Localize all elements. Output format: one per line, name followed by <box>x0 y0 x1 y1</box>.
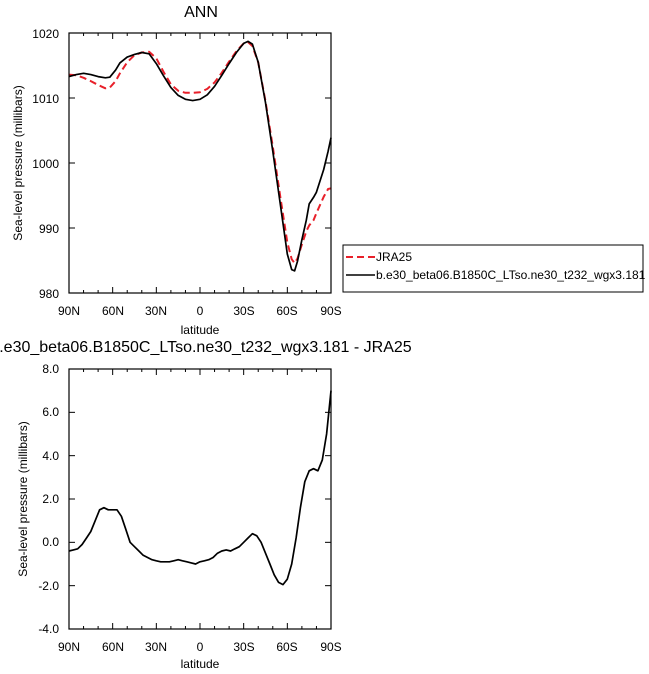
legend-box <box>342 244 644 293</box>
bottom-plot-frame <box>68 368 332 630</box>
top-ytick-label: 1020 <box>32 27 59 41</box>
bottom-xtick-label: 90S <box>320 640 341 654</box>
top-chart: ANN 980 990 1000 1010 1020 90N 60N 30N 0… <box>11 4 342 337</box>
bottom-ytick-label: -2.0 <box>38 579 59 593</box>
bottom-xtick-label: 30S <box>233 640 254 654</box>
top-series-line-model <box>68 40 332 272</box>
bottom-ytick-label: 0.0 <box>42 535 59 549</box>
bottom-xtick-label: 90N <box>58 640 80 654</box>
top-plot-frame <box>68 32 332 294</box>
bottom-y-axis-label: Sea-level pressure (millibars) <box>16 421 30 576</box>
bottom-series-line-model <box>68 390 332 586</box>
bottom-ytick-label: 8.0 <box>42 362 59 376</box>
bottom-chart: b.e30_beta06.B1850C_LTso.ne30_t232_wgx3.… <box>0 339 412 671</box>
top-series-line-jra25 <box>68 41 332 265</box>
top-y-axis-label: Sea-level pressure (millibars) <box>11 85 25 240</box>
top-xtick-label: 0 <box>197 304 204 318</box>
bottom-ytick-label: 4.0 <box>42 449 59 463</box>
top-tick-marks <box>68 32 332 294</box>
bottom-x-axis-label: latitude <box>181 657 220 671</box>
top-ytick-label: 1010 <box>32 92 59 106</box>
top-xtick-label: 30N <box>145 304 167 318</box>
bottom-xtick-label: 60N <box>102 640 124 654</box>
bottom-chart-title: b.e30_beta06.B1850C_LTso.ne30_t232_wgx3.… <box>0 339 412 356</box>
bottom-ytick-label: -4.0 <box>38 622 59 636</box>
legend: JRA25 b.e30_beta06.B1850C_LTso.ne30_t232… <box>342 244 646 293</box>
bottom-ytick-label: 6.0 <box>42 405 59 419</box>
top-series-group <box>68 40 332 272</box>
bottom-xtick-label: 0 <box>197 640 204 654</box>
bottom-xtick-label: 60S <box>276 640 297 654</box>
top-xtick-label: 60N <box>102 304 124 318</box>
top-ytick-label: 980 <box>39 287 59 301</box>
bottom-series-group <box>68 390 332 586</box>
top-xtick-label: 60S <box>276 304 297 318</box>
top-ytick-label: 990 <box>39 222 59 236</box>
top-xtick-label: 30S <box>233 304 254 318</box>
top-chart-title: ANN <box>184 4 218 21</box>
bottom-tick-marks <box>68 368 332 630</box>
legend-label-jra25: JRA25 <box>376 250 412 264</box>
bottom-ytick-label: 2.0 <box>42 492 59 506</box>
top-ytick-label: 1000 <box>32 157 59 171</box>
top-xtick-label: 90N <box>58 304 80 318</box>
top-x-axis-label: latitude <box>181 323 220 337</box>
legend-label-model: b.e30_beta06.B1850C_LTso.ne30_t232_wgx3.… <box>376 268 646 282</box>
top-xtick-label: 90S <box>320 304 341 318</box>
bottom-xtick-label: 30N <box>145 640 167 654</box>
